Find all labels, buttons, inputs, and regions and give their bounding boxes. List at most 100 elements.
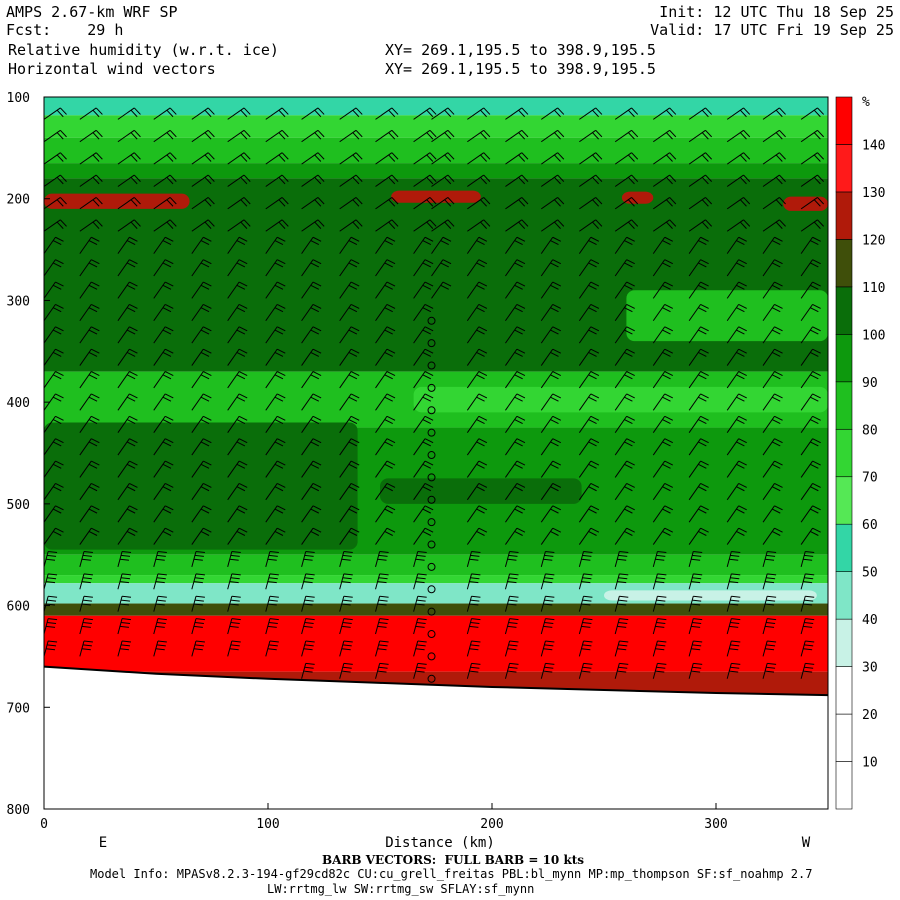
wind-barb bbox=[688, 152, 713, 165]
wind-barb bbox=[688, 618, 703, 635]
wind-barb bbox=[540, 326, 562, 344]
wind-barb bbox=[301, 174, 325, 187]
colorbar-label: 50 bbox=[862, 566, 878, 581]
wind-barb bbox=[227, 505, 248, 523]
wind-barb bbox=[466, 303, 488, 322]
wind-barb bbox=[227, 640, 241, 657]
wind-barb bbox=[44, 550, 58, 568]
wind-barb bbox=[117, 527, 138, 545]
colorbar-label: 110 bbox=[862, 281, 885, 296]
wind-barb bbox=[466, 482, 488, 501]
wind-barb bbox=[44, 573, 58, 590]
wind-barb bbox=[339, 573, 353, 590]
wind-barb bbox=[689, 97, 690, 98]
wind-barb bbox=[466, 662, 481, 679]
wind-barb bbox=[117, 505, 138, 523]
wind-barb bbox=[227, 348, 248, 366]
wind-barb bbox=[191, 326, 212, 344]
wind-barb bbox=[652, 259, 674, 277]
wind-barb bbox=[227, 107, 251, 120]
calm-wind-circle bbox=[427, 473, 436, 482]
wind-barb bbox=[413, 482, 434, 501]
wind-barb bbox=[79, 550, 93, 568]
wind-barb bbox=[265, 573, 279, 590]
wind-barb bbox=[762, 219, 786, 232]
wind-barb bbox=[265, 550, 279, 568]
wind-barb bbox=[44, 219, 67, 232]
wind-barb bbox=[44, 618, 58, 635]
wind-barb bbox=[265, 152, 289, 165]
wind-barb bbox=[578, 662, 593, 679]
wind-barb bbox=[762, 281, 783, 299]
wind-barb bbox=[763, 97, 764, 98]
wind-barb bbox=[191, 152, 215, 165]
wind-barb bbox=[375, 281, 396, 299]
wind-barb bbox=[227, 152, 251, 165]
wind-barb bbox=[191, 640, 205, 657]
wind-barb bbox=[413, 348, 434, 366]
wind-barb bbox=[44, 303, 64, 322]
wind-barb bbox=[504, 595, 519, 612]
wind-barb bbox=[688, 662, 703, 679]
wind-barb bbox=[688, 482, 709, 501]
wind-barb bbox=[375, 174, 399, 187]
wind-barb bbox=[688, 438, 709, 456]
wind-barb bbox=[413, 236, 434, 254]
colorbar-segment bbox=[835, 571, 853, 620]
wind-barb bbox=[153, 303, 174, 322]
wind-barb bbox=[339, 197, 363, 210]
wind-barb bbox=[191, 460, 212, 478]
wind-barb bbox=[375, 393, 396, 411]
wind-barb bbox=[117, 371, 138, 389]
wind-barb bbox=[579, 97, 581, 98]
colorbar-label: 120 bbox=[862, 233, 885, 248]
wind-barb bbox=[688, 595, 703, 612]
wind-barb bbox=[688, 371, 709, 389]
wind-barb bbox=[762, 259, 783, 277]
rh-band bbox=[44, 615, 828, 672]
wind-barb bbox=[505, 505, 526, 523]
wind-barb bbox=[762, 107, 786, 120]
wind-barb bbox=[191, 573, 205, 590]
wind-barb bbox=[431, 281, 452, 299]
wind-barb bbox=[652, 393, 674, 411]
wind-barb bbox=[800, 326, 821, 344]
plot-frame bbox=[43, 96, 829, 810]
wind-barb bbox=[301, 482, 322, 501]
rh-band bbox=[44, 603, 828, 616]
colorbar-label: 90 bbox=[862, 376, 878, 391]
wind-barb bbox=[339, 219, 363, 232]
wind-barb bbox=[339, 97, 341, 98]
calm-wind-circle bbox=[427, 674, 436, 683]
wind-barb bbox=[265, 281, 286, 299]
wind-barb bbox=[153, 482, 174, 501]
wind-barb bbox=[466, 259, 488, 277]
wind-barb bbox=[578, 527, 600, 545]
wind-barb bbox=[301, 618, 315, 635]
wind-barb bbox=[762, 527, 783, 545]
wind-barb bbox=[505, 219, 529, 232]
wind-barb bbox=[800, 129, 825, 143]
wind-barb bbox=[504, 640, 519, 657]
wind-barb bbox=[44, 640, 58, 657]
wind-barb bbox=[466, 348, 488, 366]
wind-barb bbox=[505, 348, 526, 366]
wind-barb bbox=[505, 371, 526, 389]
colorbar-segment bbox=[835, 334, 853, 383]
wind-barb bbox=[265, 174, 289, 187]
wind-barb bbox=[762, 482, 783, 501]
rh-patch bbox=[44, 193, 190, 209]
wind-barb bbox=[505, 259, 526, 277]
wind-barb bbox=[688, 174, 713, 187]
wind-barb bbox=[413, 174, 437, 187]
wind-barb bbox=[615, 97, 617, 98]
wind-barb bbox=[800, 662, 815, 679]
wind-barb bbox=[614, 573, 629, 590]
wind-barb bbox=[44, 505, 64, 523]
wind-barb bbox=[505, 415, 526, 433]
colorbar-label: 40 bbox=[862, 613, 878, 628]
wind-barb bbox=[726, 393, 747, 411]
wind-barb bbox=[540, 662, 555, 679]
wind-barb bbox=[191, 595, 205, 612]
wind-barb bbox=[227, 197, 251, 210]
